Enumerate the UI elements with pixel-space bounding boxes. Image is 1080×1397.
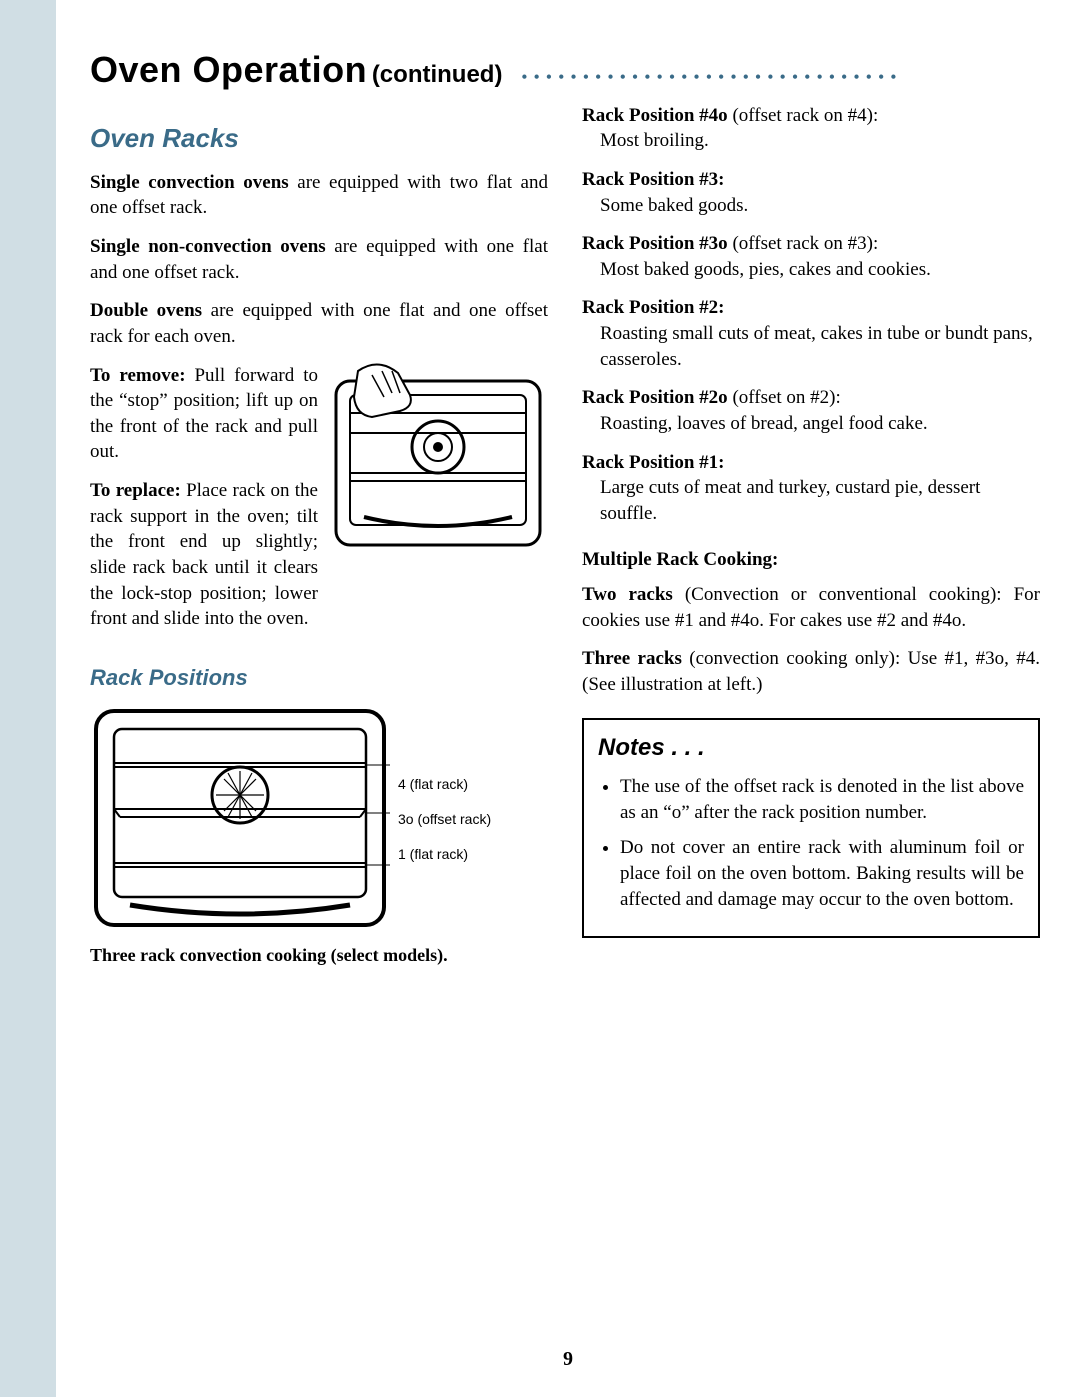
note-item: Do not cover an entire rack with aluminu… (620, 835, 1024, 912)
para-single-nonconvection: Single non-convection ovens are equipped… (90, 234, 548, 285)
label-rack-1: 1 (flat rack) (398, 837, 491, 872)
para-to-replace: To replace: Place rack on the rack suppo… (90, 478, 318, 632)
rack-pos-2o: Rack Position #2o (offset on #2): Roasti… (582, 385, 1040, 436)
right-column: Rack Position #4o (offset rack on #4): M… (582, 103, 1040, 967)
para-double-ovens: Double ovens are equipped with one flat … (90, 298, 548, 349)
oven-racks-heading: Oven Racks (90, 121, 548, 156)
rack-pos-3: Rack Position #3: Some baked goods. (582, 167, 1040, 218)
page: Oven Operation (continued) •••••••••••••… (0, 0, 1080, 1397)
remove-replace-text: To remove: Pull forward to the “stop” po… (90, 363, 318, 645)
diagram-caption: Three rack convection cooking (select mo… (90, 943, 548, 967)
page-title-row: Oven Operation (continued) •••••••••••••… (90, 46, 1040, 95)
page-title: Oven Operation (90, 49, 367, 90)
rack-pos-4o: Rack Position #4o (offset rack on #4): M… (582, 103, 1040, 154)
page-title-continued: (continued) (372, 61, 503, 88)
para-single-convection: Single convection ovens are equipped wit… (90, 170, 548, 221)
rack-positions-heading: Rack Positions (90, 663, 548, 693)
note-item: The use of the offset rack is denoted in… (620, 774, 1024, 825)
notes-heading: Notes . . . (598, 732, 1024, 764)
oven-hand-diagram (328, 363, 548, 553)
rack-pos-2: Rack Position #2: Roasting small cuts of… (582, 295, 1040, 372)
rack-diagram-labels: 4 (flat rack) 3o (offset rack) 1 (flat r… (398, 767, 491, 872)
rack-pos-1: Rack Position #1: Large cuts of meat and… (582, 450, 1040, 527)
notes-list: The use of the offset rack is denoted in… (598, 774, 1024, 912)
two-column-layout: Oven Racks Single convection ovens are e… (90, 103, 1040, 967)
oven-rack-svg (90, 705, 390, 935)
para-two-racks: Two racks (Convection or conventional co… (582, 582, 1040, 633)
content-area: Oven Operation (continued) •••••••••••••… (56, 0, 1080, 1397)
left-column: Oven Racks Single convection ovens are e… (90, 103, 548, 967)
page-number: 9 (563, 1346, 573, 1373)
label-rack-4: 4 (flat rack) (398, 767, 491, 802)
remove-replace-block: To remove: Pull forward to the “stop” po… (90, 363, 548, 645)
rack-pos-3o: Rack Position #3o (offset rack on #3): M… (582, 231, 1040, 282)
para-three-racks: Three racks (convection cooking only): U… (582, 646, 1040, 697)
rack-positions-diagram: 4 (flat rack) 3o (offset rack) 1 (flat r… (90, 705, 548, 935)
label-rack-3o: 3o (offset rack) (398, 802, 491, 837)
notes-box: Notes . . . The use of the offset rack i… (582, 718, 1040, 939)
multiple-rack-heading: Multiple Rack Cooking: (582, 547, 1040, 573)
title-dot-leader: ••••••••••••••••••••••••••••••• (521, 65, 902, 89)
para-to-remove: To remove: Pull forward to the “stop” po… (90, 363, 318, 466)
left-margin-bar (0, 0, 56, 1397)
